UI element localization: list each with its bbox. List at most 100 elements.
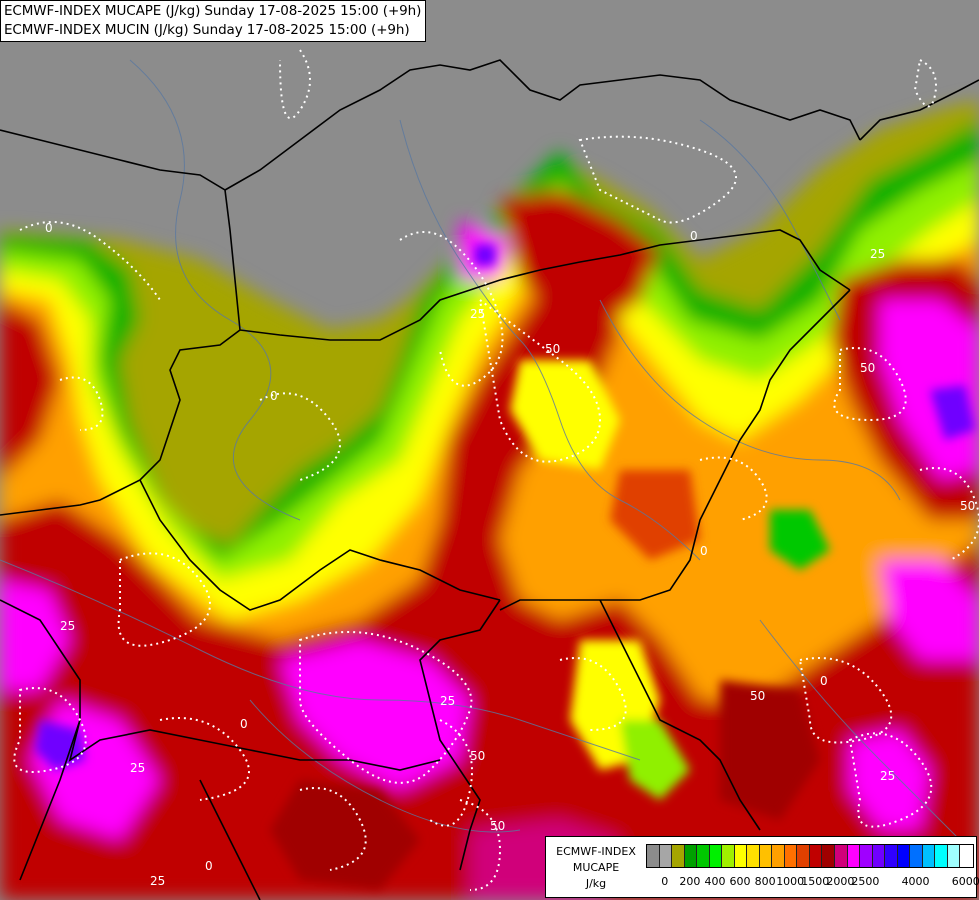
cape-1000-area: [610, 470, 700, 560]
legend-swatch: [834, 845, 848, 867]
cape-400-area: [620, 720, 690, 800]
cin-contour-label: 25: [130, 761, 145, 775]
cin-contour: [279, 49, 311, 120]
border-line: [0, 129, 241, 516]
legend-swatch: [910, 845, 923, 867]
river-line: [0, 559, 641, 761]
legend-swatch: [860, 845, 873, 867]
border-line: [19, 719, 81, 881]
legend-swatch: [922, 845, 936, 867]
border-line: [239, 229, 851, 341]
cin-contour-label: 0: [45, 221, 53, 235]
cape-1500-area: [280, 640, 470, 790]
legend-swatch: [709, 845, 723, 867]
legend-tick-label: 6000: [951, 875, 979, 888]
cin-contour-label: 0: [270, 389, 278, 403]
legend-tick-label: 4000: [901, 875, 930, 888]
cin-contour-label: 50: [490, 819, 505, 833]
cin-contour: [833, 347, 907, 422]
cin-contour: [913, 58, 937, 108]
legend-swatch: [697, 845, 710, 867]
border-line: [199, 779, 261, 900]
border-line: [139, 479, 501, 611]
legend-swatch: [647, 845, 660, 867]
cin-contour: [259, 392, 341, 481]
legend-swatch: [672, 845, 685, 867]
cin-contour-label: 0: [205, 859, 213, 873]
cape-1000-area: [0, 300, 60, 480]
legend-swatch: [659, 845, 673, 867]
legend-swatch: [722, 845, 735, 867]
cin-contour: [299, 787, 367, 871]
river-line: [249, 699, 521, 833]
legend-units-label: J/kg: [585, 877, 607, 890]
legend-model-label: ECMWF-INDEX: [556, 845, 636, 858]
border-line: [499, 289, 851, 611]
legend-swatch: [872, 845, 886, 867]
cape-1500-area: [880, 560, 979, 660]
legend-tick-label: 800: [754, 875, 776, 888]
legend-swatch: [684, 845, 698, 867]
legend-swatch: [847, 845, 861, 867]
border-line: [599, 599, 761, 831]
cin-contour: [159, 717, 250, 801]
cin-contour-labels: 0 25 50 25 0 50 0 25 50 25 0 50 0 25 0 25 50 50 25 0: [45, 221, 975, 888]
legend-tick-label: 2500: [851, 875, 880, 888]
legend-swatch: [797, 845, 810, 867]
mucin-contours: [13, 49, 979, 891]
legend-swatch: [734, 845, 748, 867]
country-borders: [0, 59, 979, 900]
cin-contour-label: 25: [870, 247, 885, 261]
legend-swatch: [772, 845, 785, 867]
river-line: [699, 119, 841, 321]
legend-swatch: [885, 845, 898, 867]
cin-contour-label: 25: [440, 694, 455, 708]
cin-contour: [19, 221, 161, 301]
legend-swatch: [935, 845, 948, 867]
cape-1000-area: [270, 780, 420, 890]
cape-2000-area: [475, 245, 495, 265]
cin-contour: [478, 297, 602, 463]
legend-swatch: [960, 845, 973, 867]
border-line: [224, 59, 861, 191]
mucape-title: ECMWF-INDEX MUCAPE (J/kg) Sunday 17-08-2…: [4, 3, 422, 19]
cin-contour: [578, 135, 737, 224]
legend-tick-label: 2000: [826, 875, 855, 888]
river-line: [129, 59, 301, 521]
legend-swatch: [809, 845, 823, 867]
legend-swatch: [822, 845, 835, 867]
legend-parameter-label: MUCAPE: [572, 861, 620, 874]
cin-contour-label: 25: [150, 874, 165, 888]
cape-1500-area: [850, 730, 930, 830]
legend-tick-labels: 0 200 400 600 800 1000 1500 2000 2500 4000 6000: [646, 875, 979, 889]
cin-contour-label: 25: [470, 307, 485, 321]
cin-contour-label: 0: [240, 717, 248, 731]
cin-contour: [299, 631, 473, 784]
cin-contour-label: 50: [960, 499, 975, 513]
cin-contour-label: 0: [690, 229, 698, 243]
legend-tick-label: 1000: [776, 875, 805, 888]
cin-contour-label: 0: [820, 674, 828, 688]
river-line: [599, 299, 901, 501]
legend-tick-label: 400: [704, 875, 726, 888]
legend-swatch: [747, 845, 760, 867]
cin-contour-label: 50: [750, 689, 765, 703]
border-line: [419, 599, 501, 871]
river-line: [399, 119, 701, 561]
legend-color-scale: [646, 844, 974, 868]
legend-swatch: [947, 845, 961, 867]
legend-tick-label: 0: [661, 875, 669, 888]
cin-contour-label: 25: [60, 619, 75, 633]
cin-contour-label: 25: [880, 769, 895, 783]
legend-tick-label: 200: [679, 875, 701, 888]
cin-contour: [798, 657, 893, 744]
border-line: [0, 599, 441, 771]
cin-contour-label: 50: [545, 342, 560, 356]
cape-1500-area: [0, 580, 70, 690]
legend-swatch: [784, 845, 798, 867]
mucin-title: ECMWF-INDEX MUCIN (J/kg) Sunday 17-08-20…: [4, 22, 410, 38]
cin-contour-label: 0: [700, 544, 708, 558]
legend-tick-label: 1500: [801, 875, 830, 888]
cape-2000-area: [930, 385, 975, 440]
